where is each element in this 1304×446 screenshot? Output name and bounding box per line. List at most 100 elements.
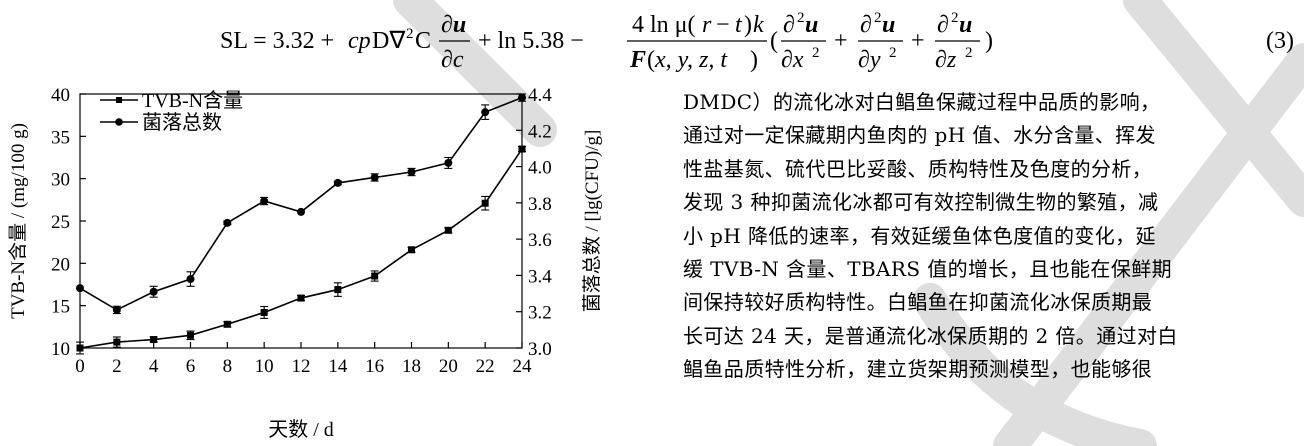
x-tick-label: 20 — [439, 356, 458, 377]
svg-text:u: u — [805, 12, 818, 38]
svg-text:x, y, z, t: x, y, z, t — [654, 47, 728, 73]
paragraph-line: 通过对一定保藏期内鱼肉的 pH 值、水分含量、挥发 — [683, 123, 1156, 148]
svg-text:2: 2 — [889, 45, 897, 61]
left-tick-label: 25 — [51, 212, 70, 233]
series-tvbn — [76, 145, 526, 355]
legend-marker-square — [116, 97, 122, 103]
data-point-square — [408, 246, 415, 254]
x-tick-label: 8 — [223, 356, 233, 377]
data-point-circle — [112, 305, 121, 314]
right-tick-label: 3.0 — [528, 339, 552, 360]
series-colonies — [76, 93, 526, 315]
x-tick-label: 14 — [328, 356, 348, 377]
left-tick-label: 10 — [51, 339, 70, 360]
right-axis-label: 菌落总数 / [lg(CFU)/g] — [581, 130, 603, 313]
svg-text:+: + — [834, 28, 848, 54]
svg-text:−: − — [716, 12, 730, 38]
equation: SL = 3.32 + cp D∇ 2 C ∂u ∂c + ln 5.38 − … — [220, 10, 1300, 74]
data-point-square — [187, 331, 194, 339]
x-tick-labels: 0 2 4 6 8 10 12 14 16 18 20 22 24 — [75, 356, 532, 377]
svg-text:2: 2 — [797, 10, 805, 26]
x-tick-label: 16 — [365, 356, 384, 377]
svg-text:u: u — [882, 12, 895, 38]
left-tick-label: 40 — [51, 85, 70, 106]
paragraph-line: 小 pH 降低的速率，有效延缓鱼体色度值的变化，延 — [683, 223, 1156, 248]
svg-text:2: 2 — [951, 10, 959, 26]
body-paragraph: DMDC）的流化冰对白鲳鱼保藏过程中品质的影响， 通过对一定保藏期内鱼肉的 pH… — [683, 86, 1303, 387]
data-point-circle — [186, 275, 195, 284]
paragraph-line: 长可达 24 天，是普通流化冰保质期的 2 倍。通过对白 — [683, 323, 1178, 348]
data-point-circle — [149, 287, 158, 296]
data-point-square — [223, 320, 231, 328]
right-tick-label: 3.6 — [528, 230, 552, 251]
x-tick-label: 22 — [476, 356, 495, 377]
data-point-circle — [370, 173, 379, 182]
paragraph-line: 间保持较好质构特性。白鲳鱼在抑菌流化冰保质期最 — [683, 290, 1153, 315]
svg-text:2: 2 — [406, 26, 414, 42]
legend-label-tvbn: TVB-N含量 — [142, 89, 243, 112]
svg-text:∂c: ∂c — [441, 47, 464, 73]
left-tick-labels: 10 15 20 25 30 35 40 — [51, 85, 70, 360]
svg-text:∂: ∂ — [937, 12, 949, 38]
data-point-square — [76, 344, 84, 352]
svg-text:cp: cp — [348, 28, 371, 54]
svg-text:+ ln 5.38 −: + ln 5.38 − — [478, 28, 584, 54]
x-tick-label: 6 — [186, 356, 196, 377]
data-point-square — [334, 286, 342, 294]
x-tick-label: 18 — [402, 356, 421, 377]
svg-text:): ) — [750, 47, 758, 73]
right-tick-label: 3.2 — [528, 303, 552, 324]
data-point-circle — [444, 158, 453, 167]
svg-text:2: 2 — [965, 45, 973, 61]
data-point-circle — [407, 168, 416, 177]
data-point-square — [481, 199, 489, 207]
svg-text:2: 2 — [812, 45, 820, 61]
x-tick-label: 24 — [513, 356, 533, 377]
svg-text:∂u: ∂u — [441, 12, 466, 38]
data-point-square — [444, 226, 452, 234]
x-tick-label: 2 — [112, 356, 122, 377]
left-tick-label: 20 — [51, 254, 70, 275]
data-point-square — [371, 272, 379, 280]
left-tick-label: 30 — [51, 170, 70, 191]
series-layer — [76, 93, 526, 355]
data-point-circle — [297, 207, 305, 216]
x-tick-label: 0 — [75, 356, 85, 377]
svg-text:u: u — [959, 12, 972, 38]
x-tick-label: 4 — [149, 356, 159, 377]
paragraph-line: DMDC）的流化冰对白鲳鱼保藏过程中品质的影响， — [683, 90, 1161, 114]
svg-text:(: ( — [647, 47, 655, 73]
legend-marker-circle — [115, 118, 123, 126]
svg-text:F: F — [629, 47, 646, 73]
right-tick-label: 3.8 — [528, 194, 552, 215]
paragraph-line: 发现 3 种抑菌流化冰都可有效控制微生物的繁殖，减 — [683, 190, 1159, 215]
right-tick-label: 3.4 — [528, 266, 552, 287]
equation-formula: SL = 3.32 + cp D∇ 2 C ∂u ∂c + ln 5.38 − … — [220, 10, 993, 73]
legend-label-colonies: 菌落总数 — [142, 111, 222, 134]
data-point-square — [297, 294, 305, 302]
paragraph-line: 缓 TVB-N 含量、TBARS 值的增长，且也能在保鲜期 — [683, 256, 1173, 281]
svg-text:r: r — [702, 12, 712, 38]
paragraph-line: 性盐基氮、硫代巴比妥酸、质构特性及色度的分析， — [683, 156, 1153, 181]
left-axis-label: TVB-N含量 / (mg/100 g) — [7, 123, 29, 319]
x-tick-label: 10 — [255, 356, 274, 377]
figure-chart: 10 15 20 25 30 35 40 3.0 3.2 3.4 3.6 3.8 4.0 4.2 4.4 … — [0, 78, 620, 446]
data-point-circle — [518, 93, 526, 102]
data-point-square — [260, 308, 268, 316]
svg-text:SL = 3.32 +: SL = 3.32 + — [220, 28, 334, 54]
right-tick-label: 4.0 — [528, 158, 552, 179]
svg-text:∂x: ∂x — [781, 47, 804, 73]
data-point-square — [150, 336, 158, 344]
data-point-circle — [260, 197, 269, 206]
right-tick-labels: 3.0 3.2 3.4 3.6 3.8 4.0 4.2 4.4 — [528, 85, 552, 360]
right-tick-label: 4.4 — [528, 85, 552, 106]
x-tick-label: 12 — [292, 356, 311, 377]
equation-number: (3) — [1266, 28, 1294, 54]
svg-text:t: t — [735, 12, 743, 38]
data-point-square — [113, 338, 121, 346]
svg-text:∂z: ∂z — [935, 47, 957, 73]
svg-text:∂: ∂ — [783, 12, 795, 38]
series-line — [79, 148, 523, 349]
svg-text:D∇: D∇ — [372, 28, 406, 54]
